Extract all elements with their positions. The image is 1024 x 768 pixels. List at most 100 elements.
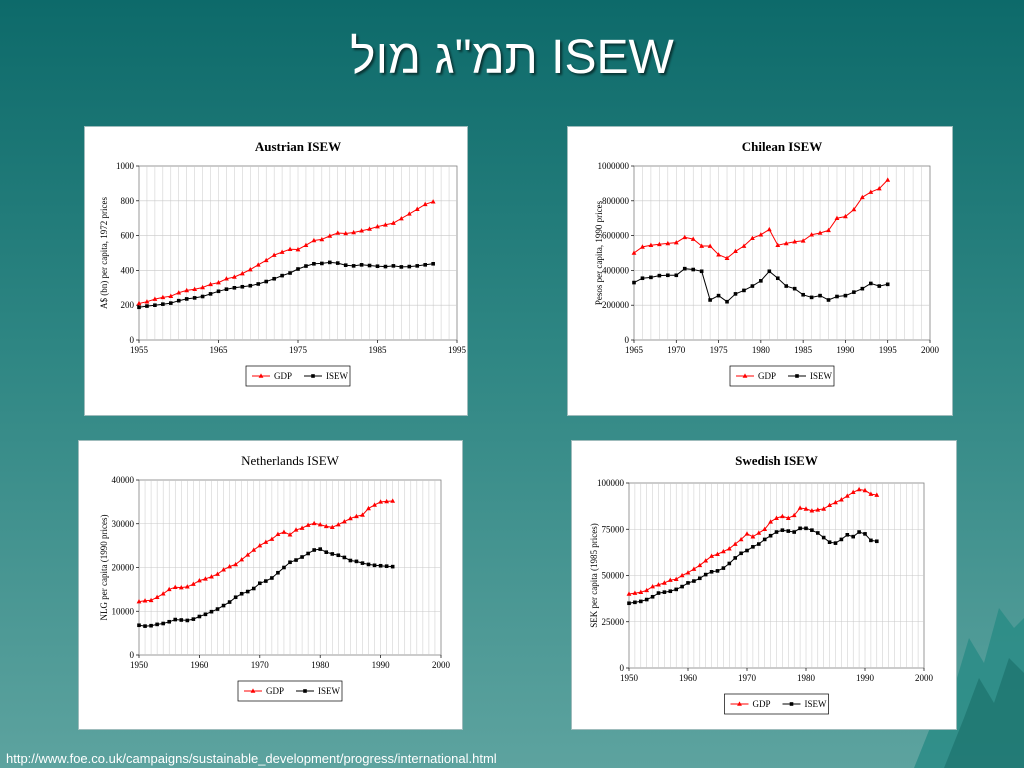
series-gdp [631, 177, 891, 261]
data-point [343, 230, 349, 236]
data-point [351, 264, 356, 268]
data-point [775, 276, 780, 281]
data-point [766, 226, 772, 232]
data-point [155, 622, 159, 627]
data-point [161, 302, 165, 306]
data-point [868, 491, 874, 496]
x-tick-label: 1980 [311, 660, 330, 670]
data-point [767, 269, 772, 274]
data-point [692, 579, 696, 583]
data-point [372, 563, 377, 568]
data-point [137, 623, 141, 628]
y-tick-label: 1000000 [598, 161, 630, 171]
data-point [360, 512, 365, 517]
x-tick-label: 1985 [794, 345, 813, 355]
data-point [216, 289, 221, 294]
data-point [343, 263, 348, 267]
data-point [691, 566, 697, 571]
data-point [351, 229, 357, 235]
x-tick-label: 1955 [130, 345, 149, 355]
chart-title: Chilean ISEW [742, 139, 823, 154]
data-point [232, 274, 237, 279]
x-tick-label: 1970 [738, 673, 757, 683]
data-point [845, 533, 850, 537]
data-point [366, 562, 371, 567]
data-point [143, 624, 147, 628]
data-point [774, 530, 779, 534]
data-point [384, 564, 389, 568]
x-tick-label: 2000 [915, 673, 934, 683]
data-point [227, 564, 232, 569]
data-point [792, 530, 796, 534]
data-point [750, 534, 756, 539]
data-point [311, 237, 317, 243]
data-point [372, 502, 377, 507]
data-point [367, 263, 372, 268]
data-point [312, 261, 316, 266]
data-point [390, 498, 396, 503]
data-point [282, 565, 286, 570]
data-point [877, 284, 882, 288]
data-point [431, 261, 435, 266]
y-tick-label: 400 [121, 265, 135, 275]
data-point [192, 296, 197, 300]
chart-chile: Chilean ISEW 0 200000 400000 600000 800000 100… [594, 139, 940, 387]
data-point [780, 513, 785, 519]
data-point [876, 186, 882, 191]
data-point [697, 562, 703, 568]
data-point [384, 498, 390, 504]
data-point [640, 276, 645, 281]
series-gdp [136, 199, 436, 306]
x-tick-label: 1960 [679, 673, 698, 683]
data-point [248, 283, 253, 288]
data-point [733, 292, 738, 296]
y-tick-label: 800 [121, 196, 135, 206]
data-point [759, 279, 763, 283]
y-axis-label: A$ (bn) per capita, 1972 prices [99, 197, 109, 309]
chart-netherlands: Netherlands ISEW 0 10000 20000 30000 40000 195… [99, 453, 451, 702]
data-point [869, 281, 873, 286]
data-point [179, 618, 184, 622]
data-point [336, 553, 341, 558]
x-tick-label: 1990 [372, 660, 391, 670]
data-point [785, 515, 791, 520]
data-point [851, 206, 857, 212]
y-tick-label: 800000 [602, 196, 630, 206]
data-point [727, 561, 732, 566]
x-tick-label: 1970 [251, 660, 269, 670]
data-point [203, 576, 208, 581]
data-point [851, 534, 855, 539]
legend-marker [737, 701, 742, 706]
chart-title: Austrian ISEW [255, 139, 341, 154]
data-point [809, 232, 814, 237]
data-point [724, 255, 730, 261]
y-tick-label: 600000 [602, 231, 630, 241]
data-point [391, 264, 396, 268]
data-point [328, 260, 332, 265]
data-point [200, 294, 205, 299]
data-point [816, 531, 820, 535]
data-point [161, 621, 165, 626]
y-tick-label: 0 [620, 663, 625, 673]
data-point [348, 558, 353, 563]
data-point [275, 531, 281, 537]
data-point [768, 533, 773, 538]
data-point [335, 261, 340, 265]
data-point [792, 286, 797, 291]
legend-marker [303, 689, 307, 693]
data-point [192, 286, 198, 291]
legend-marker [742, 373, 748, 378]
data-point [209, 574, 214, 579]
data-point [406, 211, 412, 216]
data-point [136, 599, 142, 604]
legend-label: GDP [753, 699, 771, 709]
data-point [239, 591, 244, 596]
data-point [378, 499, 383, 504]
data-point [354, 559, 359, 564]
data-point [732, 541, 738, 546]
slide-title: תמ"ג מול ISEW [350, 31, 674, 84]
data-point [142, 598, 148, 603]
data-point [149, 623, 153, 628]
data-point [741, 243, 747, 248]
data-point [398, 215, 404, 221]
